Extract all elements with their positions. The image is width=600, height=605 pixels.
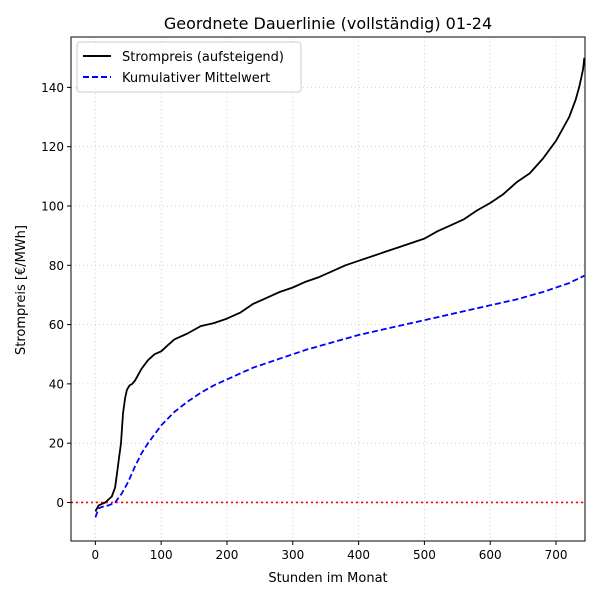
y-tick-label: 40	[49, 377, 64, 391]
x-tick-label: 300	[281, 548, 304, 562]
x-axis: 0 100 200 300 400 500 600 700	[92, 541, 568, 562]
x-axis-label: Stunden im Monat	[268, 571, 387, 586]
price-series-line	[94, 57, 586, 512]
y-tick-label: 120	[41, 140, 64, 154]
series-group	[94, 57, 586, 518]
y-tick-label: 60	[49, 318, 64, 332]
x-tick-label: 100	[150, 548, 173, 562]
y-tick-label: 140	[41, 81, 64, 95]
legend-box	[76, 41, 302, 93]
y-axis: 0 20 40 60 80 100 120 140	[41, 81, 71, 510]
legend-label-price: Strompreis (aufsteigend)	[122, 50, 284, 65]
y-axis-label: Strompreis [€/MWh]	[14, 225, 29, 355]
legend-label-cumulative-mean: Kumulativer Mittelwert	[122, 71, 270, 86]
x-tick-label: 0	[92, 548, 100, 562]
x-tick-label: 400	[347, 548, 370, 562]
plot-area-frame	[70, 36, 586, 542]
y-tick-label: 100	[41, 199, 64, 213]
legend: Strompreis (aufsteigend) Kumulativer Mit…	[76, 41, 302, 93]
x-tick-label: 200	[216, 548, 239, 562]
y-tick-label: 80	[49, 259, 64, 273]
x-tick-label: 700	[545, 548, 568, 562]
y-tick-label: 0	[56, 496, 64, 510]
x-tick-label: 500	[413, 548, 436, 562]
chart-title: Geordnete Dauerlinie (vollständig) 01-24	[164, 14, 492, 33]
y-tick-label: 20	[49, 437, 64, 451]
x-tick-label: 600	[479, 548, 502, 562]
cumulative-mean-series-line	[94, 274, 585, 518]
